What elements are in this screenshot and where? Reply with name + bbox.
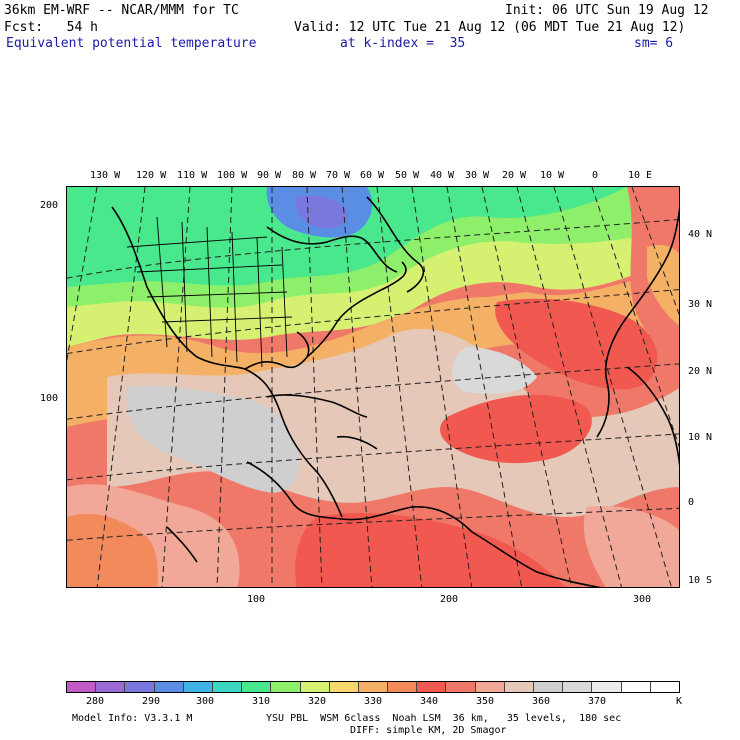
model-info: Model Info: V3.3.1 M: [72, 713, 193, 724]
colorbar-swatch: [300, 682, 330, 692]
lon-label: 10 W: [540, 170, 565, 181]
diffusion-info: DIFF: simple KM, 2D Smagor: [350, 725, 507, 736]
lat-label: 10 N: [688, 432, 713, 443]
lon-label: 100 W: [217, 170, 248, 181]
grid-y-label: 100: [40, 393, 59, 404]
lon-label: 30 W: [465, 170, 490, 181]
colorbar-swatch: [212, 682, 243, 692]
colorbar-swatch: [329, 682, 359, 692]
colorbar-label: 300: [196, 696, 215, 707]
lon-label: 10 E: [628, 170, 653, 181]
grid-y-label: 200: [40, 200, 59, 211]
grid-x-label: 200: [440, 594, 459, 605]
colorbar: [66, 681, 680, 693]
smoothing-label: sm= 6: [634, 36, 674, 51]
colorbar-swatch: [592, 682, 622, 692]
colorbar-swatch: [504, 682, 534, 692]
lon-label: 110 W: [177, 170, 208, 181]
colorbar-swatch: [67, 682, 97, 692]
physics-info: YSU PBL WSM 6class Noah LSM 36 km, 35 le…: [266, 713, 622, 724]
init-time: Init: 06 UTC Sun 19 Aug 12: [505, 3, 709, 18]
colorbar-swatch: [417, 682, 447, 692]
colorbar-swatch: [650, 682, 679, 692]
colorbar-label: 350: [476, 696, 495, 707]
colorbar-swatch: [154, 682, 184, 692]
colorbar-swatch: [125, 682, 155, 692]
colorbar-swatch: [242, 682, 272, 692]
lon-label: 40 W: [430, 170, 455, 181]
colorbar-swatch: [388, 682, 418, 692]
lon-label: 70 W: [326, 170, 351, 181]
colorbar-label: 370: [588, 696, 607, 707]
colorbar-swatch: [96, 682, 126, 692]
lon-label: 130 W: [90, 170, 121, 181]
colorbar-swatch: [475, 682, 505, 692]
grid-x-label: 100: [247, 594, 266, 605]
lat-label: 10 S: [688, 575, 713, 586]
equivalent-potential-temperature-field: [67, 187, 679, 587]
colorbar-label: 340: [420, 696, 439, 707]
lon-label: 80 W: [292, 170, 317, 181]
lon-label: 60 W: [360, 170, 385, 181]
lon-label: 50 W: [395, 170, 420, 181]
lat-label: 30 N: [688, 299, 713, 310]
colorbar-label: 280: [86, 696, 105, 707]
forecast-hour: Fcst: 54 h: [4, 20, 98, 35]
lat-label: 0: [688, 497, 695, 508]
colorbar-swatch: [183, 682, 213, 692]
model-title: 36km EM-WRF -- NCAR/MMM for TC: [4, 3, 239, 18]
grid-x-label: 300: [633, 594, 652, 605]
colorbar-unit: K: [676, 696, 683, 707]
map-panel: [66, 186, 680, 588]
lat-label: 40 N: [688, 229, 713, 240]
lon-label: 120 W: [136, 170, 167, 181]
lon-label: 0: [592, 170, 599, 181]
colorbar-label: 320: [308, 696, 327, 707]
colorbar-label: 290: [142, 696, 161, 707]
valid-time: Valid: 12 UTC Tue 21 Aug 12 (06 MDT Tue …: [294, 20, 686, 35]
colorbar-label: 330: [364, 696, 383, 707]
colorbar-swatch: [534, 682, 564, 692]
colorbar-swatch: [271, 682, 301, 692]
field-name: Equivalent potential temperature: [6, 36, 257, 51]
lon-label: 90 W: [257, 170, 282, 181]
colorbar-swatch: [446, 682, 476, 692]
colorbar-swatch: [563, 682, 593, 692]
colorbar-label: 310: [252, 696, 271, 707]
lat-label: 20 N: [688, 366, 713, 377]
colorbar-label: 360: [532, 696, 551, 707]
colorbar-swatch: [358, 682, 389, 692]
level-label: at k-index = 35: [340, 36, 466, 51]
lon-label: 20 W: [502, 170, 527, 181]
colorbar-swatch: [621, 682, 651, 692]
